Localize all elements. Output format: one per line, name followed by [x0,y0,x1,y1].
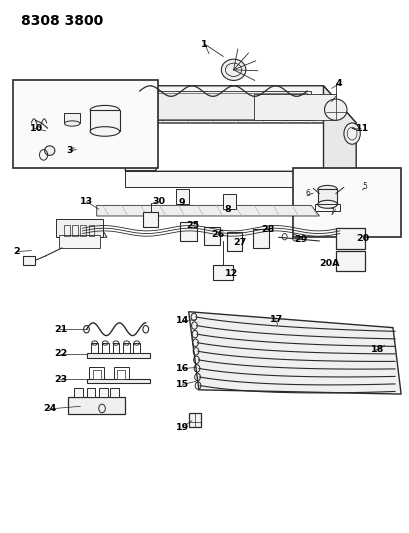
Bar [89,367,104,378]
Text: 12: 12 [224,270,237,278]
Bar [64,113,80,124]
Text: 22: 22 [54,349,67,358]
Bar [99,387,108,397]
Bar [72,225,78,236]
Text: 8308 3800: 8308 3800 [21,14,103,28]
Text: 13: 13 [80,197,93,206]
Text: 16: 16 [176,364,189,373]
Bar [58,235,99,248]
Bar [13,80,157,168]
Ellipse shape [45,146,55,156]
Bar [64,225,70,236]
Bar [86,387,95,397]
Polygon shape [58,224,107,237]
Text: 23: 23 [54,375,67,384]
Circle shape [343,123,360,144]
Bar [292,168,400,237]
Ellipse shape [317,185,337,193]
Bar [90,110,119,132]
Text: 20: 20 [355,235,369,244]
Text: 2: 2 [13,247,20,256]
Polygon shape [125,86,355,123]
Bar [253,229,268,248]
Polygon shape [125,171,355,187]
Bar [88,225,94,236]
Text: 21: 21 [54,325,67,334]
Bar [180,222,196,241]
Polygon shape [97,205,319,216]
Text: 26: 26 [211,230,224,239]
Bar [189,413,200,427]
Bar [123,343,130,353]
Bar [317,189,337,204]
Ellipse shape [64,116,80,121]
Bar [117,370,125,378]
Bar [213,265,232,280]
Text: 5: 5 [362,182,366,191]
Ellipse shape [64,121,80,126]
Text: 8: 8 [224,205,231,214]
Bar [143,212,158,227]
Bar [133,343,140,353]
Ellipse shape [90,106,119,115]
Text: 15: 15 [176,380,189,389]
Bar [222,194,235,209]
Text: 28: 28 [261,225,274,234]
Bar [56,219,103,237]
Bar [176,189,189,204]
Text: 10: 10 [30,124,43,133]
Bar [335,228,364,249]
Bar [139,93,306,119]
Text: 11: 11 [355,124,369,133]
Ellipse shape [317,200,337,208]
Text: 3: 3 [66,146,72,155]
Bar [86,378,149,383]
Bar [114,367,128,378]
Bar [204,227,219,245]
Text: 7: 7 [329,208,334,217]
Text: 9: 9 [178,198,184,207]
Bar [102,343,108,353]
Bar [315,204,339,211]
Bar [86,353,149,358]
Text: 1: 1 [200,40,207,49]
Text: 19: 19 [176,423,189,432]
Text: 20A: 20A [319,260,339,268]
Text: 4: 4 [335,78,342,87]
Text: 30: 30 [151,197,164,206]
Bar [68,397,125,414]
Bar [335,251,364,271]
Bar [80,225,86,236]
Bar [254,94,335,120]
Text: 27: 27 [232,238,245,247]
Ellipse shape [90,127,119,136]
Bar [135,91,310,120]
Polygon shape [188,312,400,394]
Bar [226,232,242,251]
Bar [23,256,35,265]
Bar [91,343,98,353]
Polygon shape [125,86,155,171]
Bar [112,343,119,353]
Bar [74,387,83,397]
Text: 14: 14 [176,316,189,325]
Text: 6: 6 [304,189,309,198]
Text: 17: 17 [270,315,283,324]
Ellipse shape [324,99,346,120]
Polygon shape [323,86,355,171]
Ellipse shape [221,59,245,80]
Bar [92,370,101,378]
Text: 18: 18 [370,345,383,354]
Bar [110,387,119,397]
Text: 25: 25 [186,221,199,230]
Text: 24: 24 [43,405,57,414]
Text: 29: 29 [293,236,307,245]
